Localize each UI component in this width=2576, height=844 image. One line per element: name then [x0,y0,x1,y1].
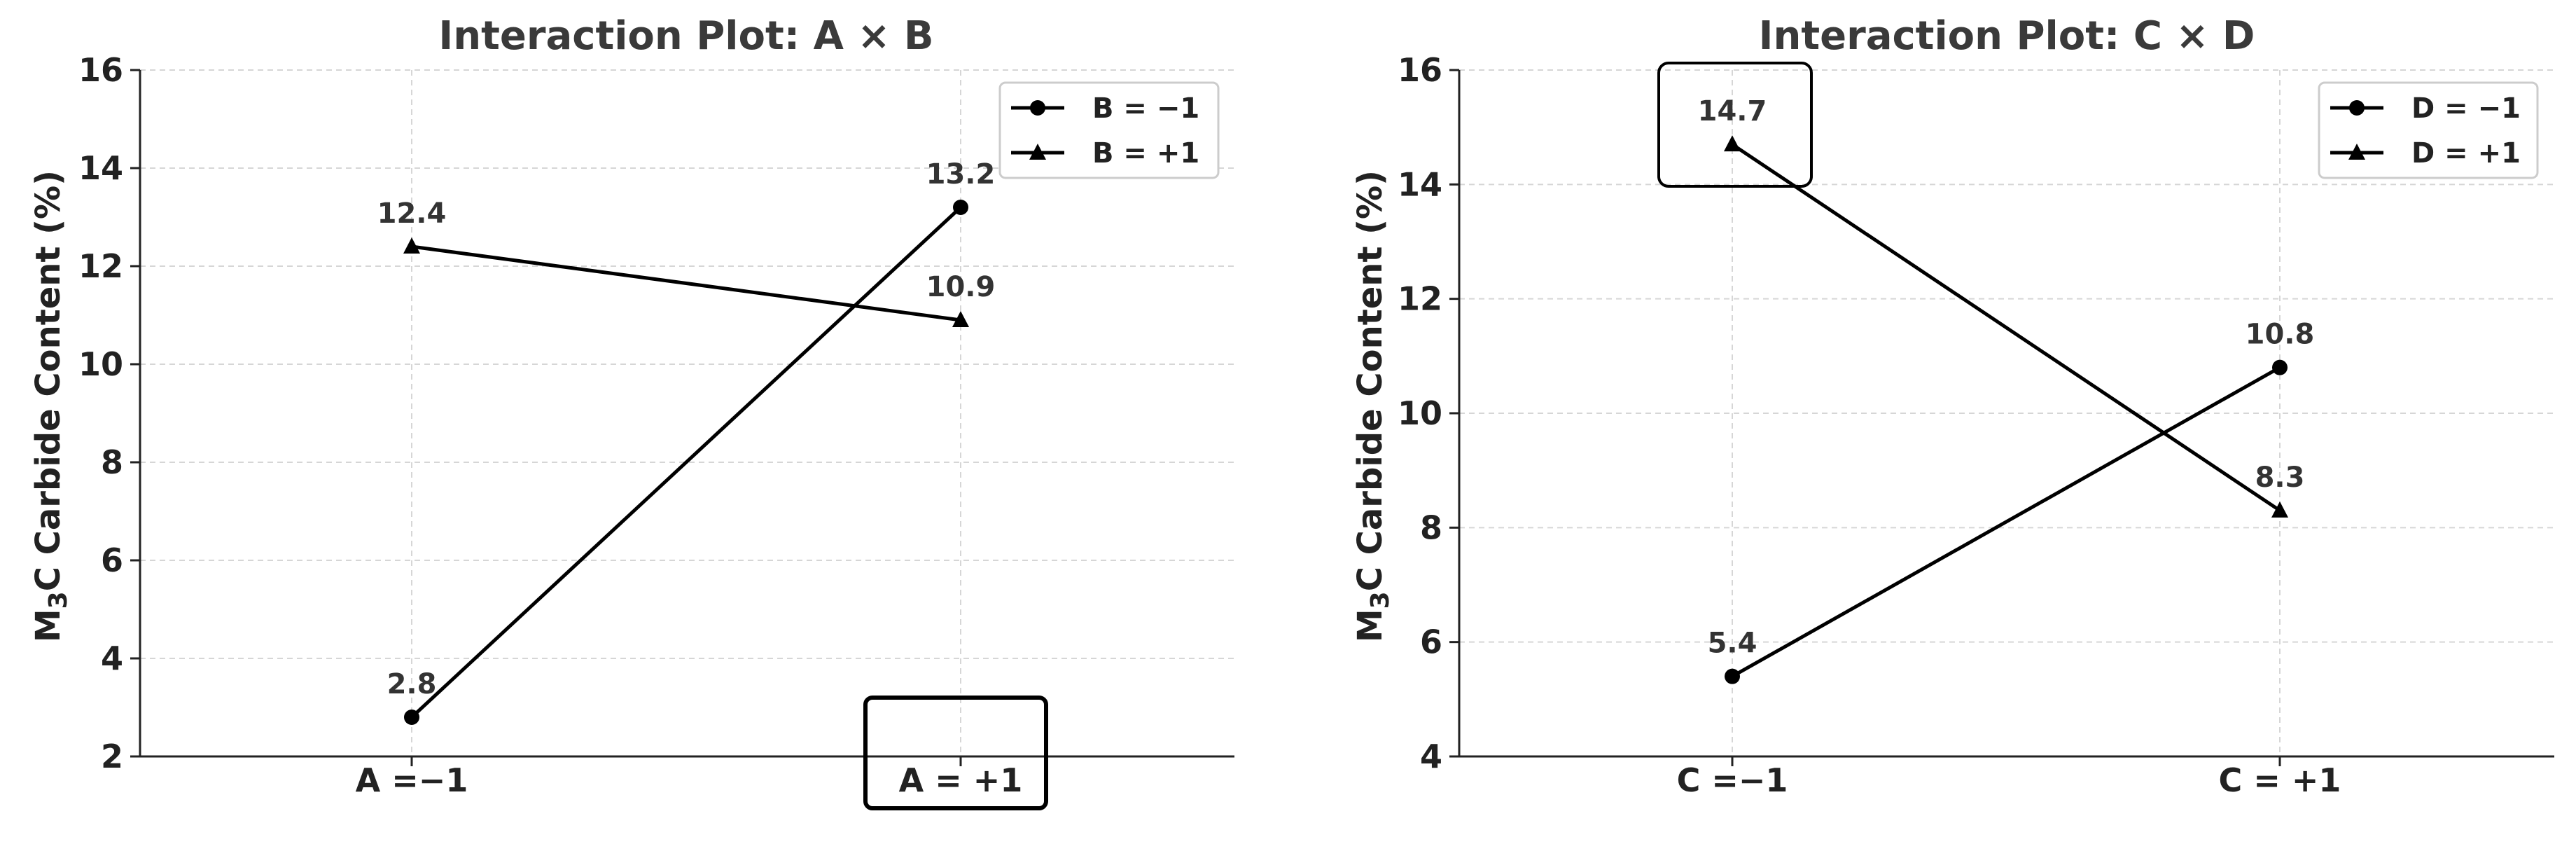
legend-triangle-marker [1029,144,1046,160]
y-tick-label: 8 [101,443,123,481]
y-tick-label: 16 [1398,51,1442,89]
y-ticks: 4 6 8 10 12 14 16 [1398,51,1459,775]
legend-circle-marker [2349,100,2365,116]
chart-title: Interaction Plot: C × D [1759,13,2255,59]
data-label: 5.4 [1708,628,1757,660]
legend-label: B = −1 [1092,92,1199,125]
data-point-triangle [2271,501,2288,518]
legend-label: B = +1 [1092,137,1199,170]
series-line [410,206,962,719]
series-line [1731,366,2281,678]
chart-c-x-d: Interaction Plot: C × D M3C Carbide Cont… [1351,13,2554,799]
data-point-circle [1725,668,1740,684]
legend-label: D = +1 [2411,137,2521,170]
y-ticks: 2 4 6 8 10 12 14 16 [78,51,140,775]
y-tick-label: 12 [78,247,123,285]
chart-a-x-b: Interaction Plot: A × B M3C Carbide Cont… [29,13,1234,810]
chart-title: Interaction Plot: A × B [438,13,933,59]
y-tick-label: 4 [101,639,123,677]
y-tick-label: 12 [1398,280,1442,318]
y-tick-label: 6 [1420,623,1442,661]
data-point-circle [2272,359,2288,375]
y-tick-label: 4 [1420,738,1442,775]
highlight-box [1657,62,1813,188]
data-label: 10.9 [926,271,996,303]
y-tick-label: 10 [1398,394,1442,432]
data-label: 10.8 [2246,319,2315,351]
data-label: 8.3 [2255,462,2305,494]
y-tick-label: 2 [101,738,123,775]
legend: B = −1 B = +1 [998,81,1220,179]
y-tick-label: 8 [1420,509,1442,546]
y-tick-label: 14 [1398,165,1442,203]
gridlines [1459,69,2554,757]
x-tick-label: A = +1 [899,761,1023,799]
x-tick-label: C = +1 [2219,761,2341,799]
legend-triangle-marker [2348,144,2365,160]
data-point-triangle [1724,135,1741,152]
legend-label: D = −1 [2411,92,2521,125]
data-label: 14.7 [1698,95,1767,127]
legend: D = −1 D = +1 [2318,81,2539,179]
data-point-triangle [403,237,420,254]
highlight-box [863,696,1048,810]
y-axis-label: M3C Carbide Content (%) [1351,170,1395,642]
y-tick-label: 14 [78,149,123,187]
y-tick-label: 6 [101,541,123,579]
y-tick-label: 10 [78,345,123,383]
legend-circle-marker [1030,100,1045,116]
series-layer: 5.4 10.8 14.7 8.3 [1698,95,2315,684]
data-label: 13.2 [926,158,996,191]
data-label: 12.4 [377,198,447,230]
data-label: 2.8 [387,668,437,700]
data-point-circle [953,200,968,215]
series-line [411,244,961,322]
data-point-circle [404,710,419,725]
series-layer: 2.8 13.2 12.4 10.9 [377,158,996,725]
x-tick-label: C =−1 [1677,761,1788,799]
x-tick-label: A =−1 [356,761,468,799]
y-tick-label: 16 [78,51,123,89]
series-line [1731,143,2281,512]
data-point-triangle [952,311,969,327]
y-axis-label: M3C Carbide Content (%) [29,170,73,642]
